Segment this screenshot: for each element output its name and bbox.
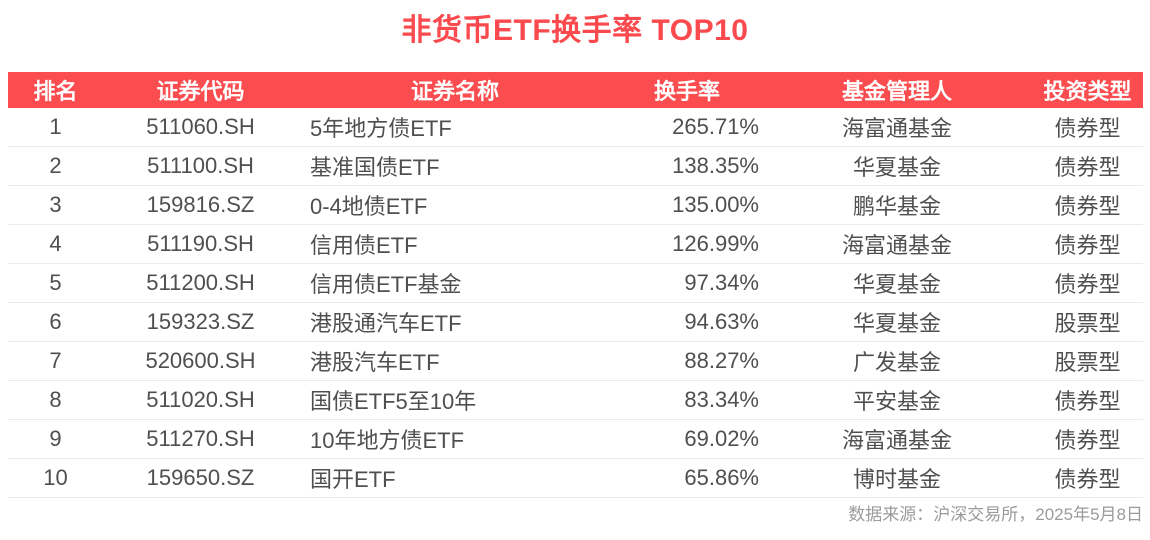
cell-rank: 4	[8, 224, 103, 264]
page-title: 非货币ETF换手率 TOP10	[401, 14, 749, 47]
column-header-rank: 排名	[8, 72, 103, 108]
cell-type: 股票型	[1032, 341, 1143, 381]
table-row: 2 511100.SH 基准国债ETF 138.35% 华夏基金 债券型	[8, 146, 1143, 186]
column-header-name: 证券名称	[298, 72, 612, 108]
column-header-manager: 基金管理人	[762, 72, 1032, 108]
table-row: 6 159323.SZ 港股通汽车ETF 94.63% 华夏基金 股票型	[8, 302, 1143, 342]
cell-rank: 7	[8, 341, 103, 381]
cell-code: 159650.SZ	[103, 458, 298, 498]
table-body: 1 511060.SH 5年地方债ETF 265.71% 海富通基金 债券型 2 511100…	[8, 108, 1143, 498]
cell-name: 国债ETF5至10年	[298, 380, 612, 420]
etf-turnover-table: 排名 证券代码 证券名称 换手率 基金管理人 投资类型 1 511060.SH 5年…	[8, 72, 1143, 498]
table-row: 1 511060.SH 5年地方债ETF 265.71% 海富通基金 债券型	[8, 108, 1143, 147]
cell-type: 债券型	[1032, 419, 1143, 459]
cell-rank: 5	[8, 263, 103, 303]
cell-manager: 博时基金	[762, 458, 1032, 498]
cell-manager: 鹏华基金	[762, 185, 1032, 225]
table-row: 3 159816.SZ 0-4地债ETF 135.00% 鹏华基金 债券型	[8, 185, 1143, 225]
cell-type: 债券型	[1032, 108, 1143, 147]
cell-rank: 10	[8, 458, 103, 498]
table-row: 4 511190.SH 信用债ETF 126.99% 海富通基金 债券型	[8, 224, 1143, 264]
cell-code: 511190.SH	[103, 224, 298, 264]
table-header: 排名 证券代码 证券名称 换手率 基金管理人 投资类型	[8, 72, 1143, 108]
cell-turnover: 69.02%	[612, 419, 762, 459]
table-row: 10 159650.SZ 国开ETF 65.86% 博时基金 债券型	[8, 458, 1143, 498]
cell-type: 债券型	[1032, 458, 1143, 498]
cell-turnover: 88.27%	[612, 341, 762, 381]
table-header-row: 排名 证券代码 证券名称 换手率 基金管理人 投资类型	[8, 72, 1143, 108]
table-row: 7 520600.SH 港股汽车ETF 88.27% 广发基金 股票型	[8, 341, 1143, 381]
cell-type: 股票型	[1032, 302, 1143, 342]
cell-name: 港股通汽车ETF	[298, 302, 612, 342]
cell-code: 511200.SH	[103, 263, 298, 303]
cell-code: 511270.SH	[103, 419, 298, 459]
cell-name: 5年地方债ETF	[298, 108, 612, 147]
cell-code: 511020.SH	[103, 380, 298, 420]
cell-rank: 8	[8, 380, 103, 420]
cell-type: 债券型	[1032, 263, 1143, 303]
cell-code: 520600.SH	[103, 341, 298, 381]
cell-name: 基准国债ETF	[298, 146, 612, 186]
table-row: 5 511200.SH 信用债ETF基金 97.34% 华夏基金 债券型	[8, 263, 1143, 303]
cell-type: 债券型	[1032, 380, 1143, 420]
data-source-note: 数据来源：沪深交易所，2025年5月8日	[848, 505, 1143, 524]
column-header-turnover: 换手率	[612, 72, 762, 108]
cell-rank: 6	[8, 302, 103, 342]
cell-manager: 海富通基金	[762, 108, 1032, 147]
cell-rank: 9	[8, 419, 103, 459]
cell-type: 债券型	[1032, 146, 1143, 186]
cell-name: 信用债ETF基金	[298, 263, 612, 303]
cell-manager: 华夏基金	[762, 146, 1032, 186]
cell-manager: 华夏基金	[762, 263, 1032, 303]
cell-code: 159816.SZ	[103, 185, 298, 225]
cell-code: 511100.SH	[103, 146, 298, 186]
column-header-code: 证券代码	[103, 72, 298, 108]
cell-turnover: 265.71%	[612, 108, 762, 147]
cell-type: 债券型	[1032, 224, 1143, 264]
column-header-type: 投资类型	[1032, 72, 1143, 108]
cell-turnover: 138.35%	[612, 146, 762, 186]
cell-turnover: 126.99%	[612, 224, 762, 264]
cell-code: 159323.SZ	[103, 302, 298, 342]
cell-name: 10年地方债ETF	[298, 419, 612, 459]
cell-rank: 1	[8, 108, 103, 147]
cell-manager: 广发基金	[762, 341, 1032, 381]
cell-turnover: 65.86%	[612, 458, 762, 498]
cell-manager: 海富通基金	[762, 224, 1032, 264]
cell-rank: 2	[8, 146, 103, 186]
cell-turnover: 83.34%	[612, 380, 762, 420]
cell-name: 信用债ETF	[298, 224, 612, 264]
cell-name: 港股汽车ETF	[298, 341, 612, 381]
table-row: 8 511020.SH 国债ETF5至10年 83.34% 平安基金 债券型	[8, 380, 1143, 420]
table-row: 9 511270.SH 10年地方债ETF 69.02% 海富通基金 债券型	[8, 419, 1143, 459]
cell-name: 国开ETF	[298, 458, 612, 498]
cell-turnover: 135.00%	[612, 185, 762, 225]
cell-turnover: 97.34%	[612, 263, 762, 303]
cell-manager: 海富通基金	[762, 419, 1032, 459]
cell-manager: 平安基金	[762, 380, 1032, 420]
cell-turnover: 94.63%	[612, 302, 762, 342]
cell-name: 0-4地债ETF	[298, 185, 612, 225]
cell-rank: 3	[8, 185, 103, 225]
cell-type: 债券型	[1032, 185, 1143, 225]
cell-code: 511060.SH	[103, 108, 298, 147]
cell-manager: 华夏基金	[762, 302, 1032, 342]
